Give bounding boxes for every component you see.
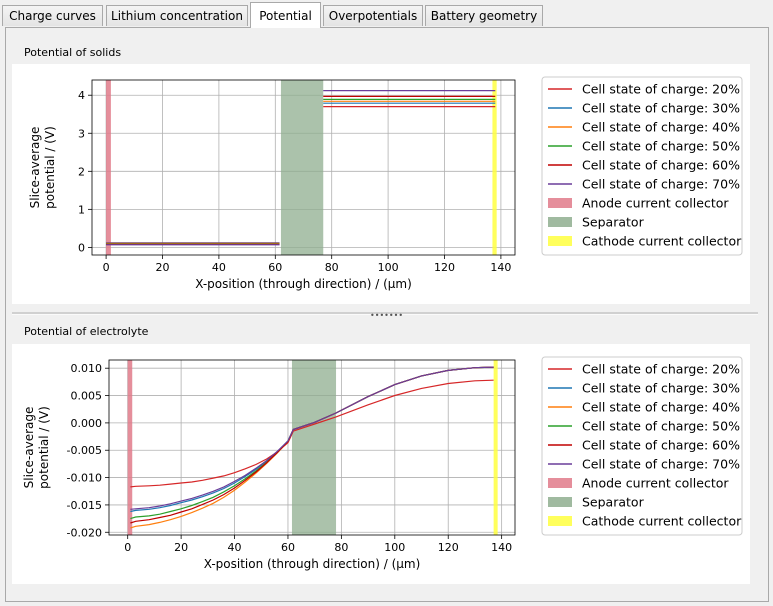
legend-label: Anode current collector <box>582 476 729 491</box>
legend-label: Cell state of charge: 30% <box>582 101 740 116</box>
x-tick-label: 100 <box>378 261 399 274</box>
x-tick-label: 0 <box>124 541 131 554</box>
y-tick-label: 0.000 <box>71 417 103 430</box>
tab-label: Potential <box>259 8 312 23</box>
x-tick-label: 20 <box>174 541 188 554</box>
x-tick-label: 140 <box>490 261 511 274</box>
legend-label: Cell state of charge: 30% <box>582 381 740 396</box>
splitter-grip-icon: ••••••• <box>370 311 404 320</box>
x-tick-label: 120 <box>438 541 459 554</box>
x-tick-label: 0 <box>103 261 110 274</box>
legend-label: Cathode current collector <box>582 234 742 249</box>
tab-label: Overpotentials <box>328 9 418 23</box>
tab-label: Charge curves <box>9 9 96 23</box>
region-cathode <box>493 360 498 535</box>
series-line <box>130 379 494 488</box>
legend-label: Cell state of charge: 20% <box>582 82 740 97</box>
legend-patch <box>548 516 572 526</box>
legend-label: Separator <box>582 495 645 510</box>
electrolyte-plot-area: 0 20 40 60 80 100 120 140 0.010 0.005 0.000 -0.005 -… <box>12 344 750 584</box>
legend-label: Cell state of charge: 40% <box>582 400 740 415</box>
solids-plot-area: 0 20 40 60 80 100 120 140 0 1 2 3 4 X-position (throu… <box>12 64 750 304</box>
x-tick-label: 140 <box>491 541 512 554</box>
tab-lithium-concentration[interactable]: Lithium concentration <box>106 5 248 26</box>
legend-patch <box>548 478 572 488</box>
y-tick-label: 0 <box>78 241 85 254</box>
legend-label: Cell state of charge: 70% <box>582 177 740 192</box>
y-tick-label: 0.005 <box>71 390 103 403</box>
region-separator <box>280 80 324 255</box>
y-tick-label: 2 <box>78 165 85 178</box>
tab-battery-geometry[interactable]: Battery geometry <box>425 5 543 26</box>
x-axis-label: X-position (through direction) / (µm) <box>204 557 421 571</box>
legend-label: Cell state of charge: 50% <box>582 419 740 434</box>
x-tick-label: 80 <box>334 541 348 554</box>
region-separator <box>291 360 337 535</box>
tab-label: Battery geometry <box>430 9 538 23</box>
tab-label: Lithium concentration <box>111 9 243 23</box>
x-tick-label: 40 <box>212 261 226 274</box>
legend-label: Separator <box>582 215 645 230</box>
y-axis-label: potential / (V) <box>37 406 51 489</box>
y-tick-label: 0.010 <box>71 362 103 375</box>
x-axis-label: X-position (through direction) / (µm) <box>195 277 412 291</box>
legend-box <box>541 76 743 256</box>
y-axis-label: Slice-average <box>28 127 42 209</box>
legend-label: Cell state of charge: 20% <box>582 362 740 377</box>
y-tick-label: 4 <box>78 89 85 102</box>
section-title-solids: Potential of solids <box>24 46 122 59</box>
legend-label: Cell state of charge: 60% <box>582 438 740 453</box>
legend-label: Cell state of charge: 50% <box>582 139 740 154</box>
x-tick-label: 120 <box>434 261 455 274</box>
series-line <box>130 366 494 510</box>
region-cathode <box>492 80 497 255</box>
legend-label: Cathode current collector <box>582 514 742 529</box>
y-tick-label: -0.020 <box>67 526 102 539</box>
x-tick-label: 40 <box>228 541 242 554</box>
section-title-electrolyte: Potential of electrolyte <box>24 325 149 338</box>
splitter-handle[interactable] <box>12 312 758 315</box>
electrolyte-potential-chart: 0 20 40 60 80 100 120 140 0.010 0.005 0.000 -0.005 -… <box>22 356 743 571</box>
legend-label: Cell state of charge: 60% <box>582 158 740 173</box>
x-tick-label: 20 <box>156 261 170 274</box>
tab-potential[interactable]: Potential <box>250 2 321 28</box>
tab-charge-curves[interactable]: Charge curves <box>2 5 103 26</box>
x-tick-label: 60 <box>281 541 295 554</box>
x-tick-label: 60 <box>268 261 282 274</box>
y-tick-label: -0.015 <box>67 499 102 512</box>
y-axis-label: potential / (V) <box>43 126 57 209</box>
solids-potential-chart: 0 20 40 60 80 100 120 140 0 1 2 3 4 X-position (throu… <box>28 76 743 291</box>
y-tick-label: 3 <box>78 127 85 140</box>
legend-patch <box>548 217 572 227</box>
x-tick-label: 100 <box>384 541 405 554</box>
legend-label: Cell state of charge: 70% <box>582 457 740 472</box>
legend-label: Cell state of charge: 40% <box>582 120 740 135</box>
y-tick-label: -0.010 <box>67 472 102 485</box>
region-anode <box>106 80 111 255</box>
legend-patch <box>548 198 572 208</box>
legend-box <box>541 356 743 536</box>
region-anode <box>127 360 133 535</box>
tab-overpotentials[interactable]: Overpotentials <box>323 5 423 26</box>
y-tick-label: 1 <box>78 203 85 216</box>
y-axis-label: Slice-average <box>22 407 36 489</box>
plot-frame <box>108 359 516 536</box>
legend-patch <box>548 497 572 507</box>
legend-patch <box>548 236 572 246</box>
plot-frame <box>91 79 516 256</box>
x-tick-label: 80 <box>325 261 339 274</box>
legend-label: Anode current collector <box>582 196 729 211</box>
y-tick-label: -0.005 <box>67 444 102 457</box>
